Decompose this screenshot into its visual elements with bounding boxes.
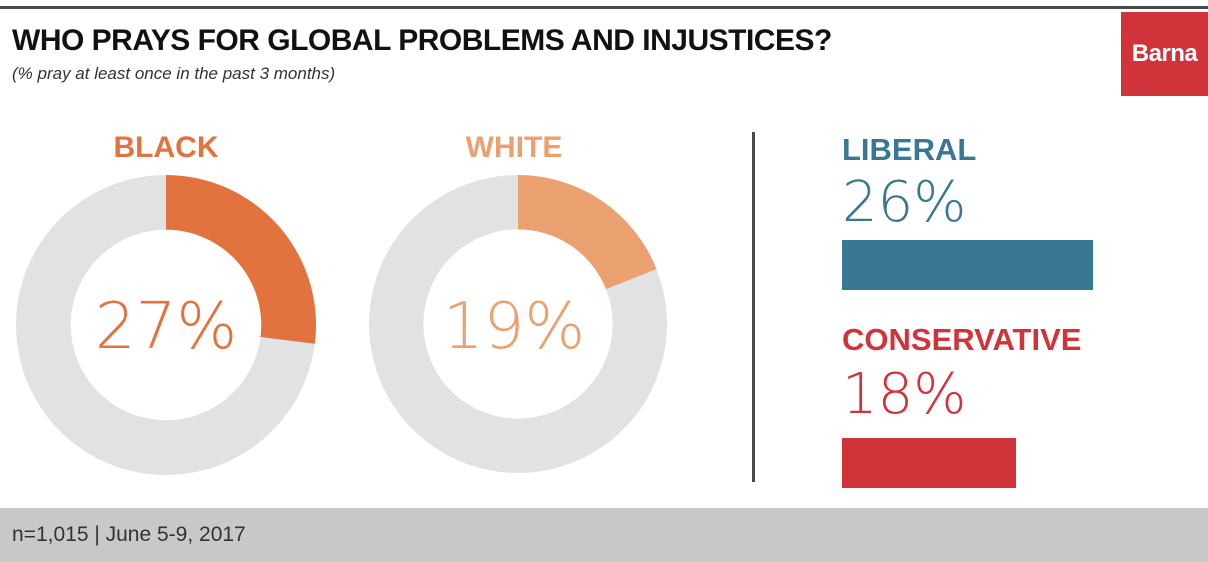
chart-subtitle: (% pray at least once in the past 3 mont… bbox=[12, 64, 336, 83]
chart-title: WHO PRAYS FOR GLOBAL PROBLEMS AND INJUST… bbox=[12, 24, 832, 57]
donut-value-white: 19% bbox=[442, 290, 586, 364]
bar-value-liberal: 26% bbox=[842, 170, 967, 235]
divider-line bbox=[752, 132, 755, 482]
donut-label-black: BLACK bbox=[113, 131, 219, 164]
logo-text: Barna bbox=[1131, 40, 1198, 67]
bar-label-liberal: LIBERAL bbox=[842, 132, 977, 167]
bar-value-conservative: 18% bbox=[842, 362, 967, 427]
footer-note: n=1,015 | June 5-9, 2017 bbox=[12, 523, 246, 546]
donut-value-black: 27% bbox=[94, 290, 238, 364]
top-rule bbox=[0, 6, 1208, 9]
bar-label-conservative: CONSERVATIVE bbox=[842, 322, 1082, 357]
barna-logo: Barna bbox=[1121, 12, 1208, 96]
donut-slice-white bbox=[518, 175, 657, 290]
bar-conservative bbox=[842, 438, 1016, 488]
donut-chart-white bbox=[368, 175, 667, 473]
footer-bar: n=1,015 | June 5-9, 2017 bbox=[0, 508, 1208, 562]
bar-liberal bbox=[842, 240, 1093, 290]
donut-slice-black bbox=[166, 175, 316, 344]
donut-track-black bbox=[16, 175, 315, 475]
donut-track-white bbox=[368, 175, 667, 473]
donut-chart-black bbox=[16, 175, 316, 475]
donut-label-white: WHITE bbox=[465, 131, 563, 164]
